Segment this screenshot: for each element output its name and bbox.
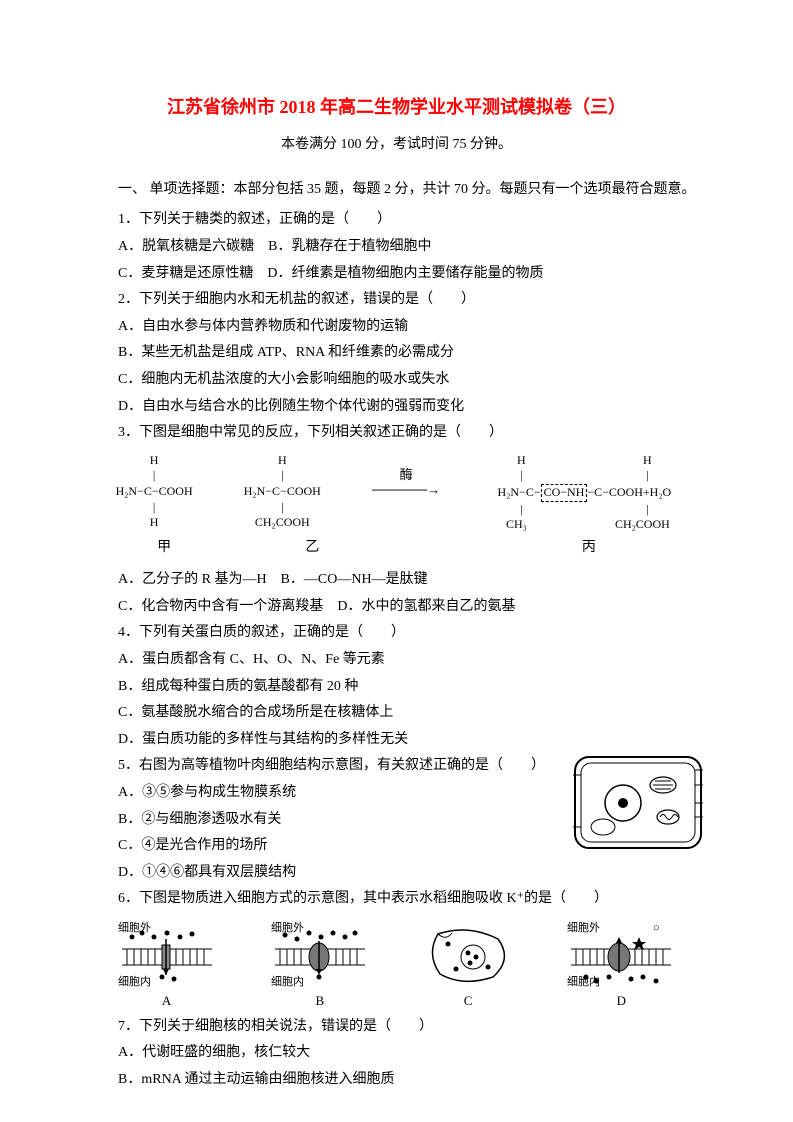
q3-bing-main: H₂N−C−CO−NH−C−COOH+H₂O bbox=[491, 484, 677, 502]
q6-label-C: C bbox=[418, 989, 518, 1014]
membrane-d-icon: 细胞外 ○ 细胞内 bbox=[561, 919, 681, 989]
q3-jia-main: H₂N−C−COOH bbox=[116, 484, 193, 500]
q6-fig-A: 细胞外 细胞内 A bbox=[112, 919, 222, 1014]
q6-label-D: D bbox=[561, 989, 681, 1014]
page-subtitle: 本卷满分 100 分，考试时间 75 分钟。 bbox=[90, 132, 703, 159]
q3-arrow-label: 酶 bbox=[372, 467, 440, 483]
q3-arrow-icon: ──────→ bbox=[372, 482, 440, 498]
q3-yi-vline1: | bbox=[244, 468, 321, 484]
q6-label-A: A bbox=[112, 989, 222, 1014]
q3-bing-main-r: −C−COOH+H₂O bbox=[587, 485, 671, 499]
q4-C: C．氨基酸脱水缩合的合成场所是在核糖体上 bbox=[90, 700, 703, 727]
q4-B: B．组成每种蛋白质的氨基酸都有 20 种 bbox=[90, 674, 703, 701]
q3-bing-top-l: H bbox=[501, 453, 541, 469]
q1-opts-1: A．脱氧核糖是六碳糖 B．乳糖存在于植物细胞中 bbox=[90, 234, 703, 261]
q7-A: A．代谢旺盛的细胞，核仁较大 bbox=[90, 1040, 703, 1067]
q3-bing-bot-l: CH₃ bbox=[491, 517, 541, 533]
svg-text:细胞内: 细胞内 bbox=[118, 974, 151, 988]
svg-text:细胞内: 细胞内 bbox=[567, 974, 600, 988]
q3-chem-bing: H H | | H₂N−C−CO−NH−C−COOH+H₂O | | CH₃ C… bbox=[491, 453, 677, 533]
q3-stem: 3．下图是细胞中常见的反应，下列相关叙述正确的是（ ） bbox=[90, 420, 703, 447]
q3-label-jia: 甲 bbox=[104, 535, 224, 562]
membrane-a-icon: 细胞外 细胞内 bbox=[112, 919, 222, 989]
q3-yi-vline2: | bbox=[244, 500, 321, 516]
q3-bing-box: CO−NH bbox=[541, 484, 588, 502]
q3-bing-top: H H bbox=[491, 453, 677, 469]
q7-B: B．mRNA 通过主动运输由细胞核进入细胞质 bbox=[90, 1067, 703, 1094]
q2-B: B．某些无机盐是组成 ATP、RNA 和纤维素的必需成分 bbox=[90, 340, 703, 367]
q3-bing-bot: CH₃ CH₂COOH bbox=[491, 517, 677, 533]
q3-chem-yi: H | H₂N−C−COOH | CH₂COOH bbox=[244, 453, 321, 531]
membrane-c-icon bbox=[418, 919, 518, 989]
q2-C: C．细胞内无机盐浓度的大小会影响细胞的吸水或失水 bbox=[90, 367, 703, 394]
svg-text:细胞外: 细胞外 bbox=[567, 921, 600, 934]
svg-text:细胞内: 细胞内 bbox=[271, 974, 304, 988]
q3-chem-jia: H | H₂N−C−COOH | H bbox=[116, 453, 193, 531]
q3-jia-vline1: | bbox=[116, 468, 193, 484]
q3-label-bing: 丙 bbox=[489, 535, 689, 562]
q7-stem: 7．下列关于细胞核的相关说法，错误的是（ ） bbox=[90, 1014, 703, 1041]
q2-A: A．自由水参与体内营养物质和代谢废物的运输 bbox=[90, 314, 703, 341]
q4-D: D．蛋白质功能的多样性与其结构的多样性无关 bbox=[90, 727, 703, 754]
q3-jia-top: H bbox=[116, 453, 193, 469]
q3-arrow: 酶 ──────→ bbox=[372, 453, 440, 498]
q6-label-B: B bbox=[265, 989, 375, 1014]
q4-stem: 4．下列有关蛋白质的叙述，正确的是（ ） bbox=[90, 620, 703, 647]
q6-fig-C: C bbox=[418, 919, 518, 1014]
page-title: 江苏省徐州市 2018 年高二生物学业水平测试模拟卷（三） bbox=[90, 90, 703, 124]
q3-bing-top-r: H bbox=[627, 453, 667, 469]
q3-CD: C．化合物丙中含有一个游离羧基 D．水中的氢都来自乙的氨基 bbox=[90, 594, 703, 621]
q6-fig-D: 细胞外 ○ 细胞内 bbox=[561, 919, 681, 1014]
q3-yi-top: H bbox=[244, 453, 321, 469]
q3-bing-bot-r: CH₂COOH bbox=[607, 517, 677, 533]
q3-figure-labels: 甲 乙 丙 bbox=[90, 535, 703, 562]
q3-jia-bot: H bbox=[116, 515, 193, 531]
svg-text:○: ○ bbox=[653, 922, 660, 934]
q3-bing-vlines-bot: | | bbox=[491, 502, 677, 518]
q4-A: A．蛋白质都含有 C、H、O、N、Fe 等元素 bbox=[90, 647, 703, 674]
svg-text:细胞外: 细胞外 bbox=[118, 921, 151, 934]
q2-stem: 2．下列关于细胞内水和无机盐的叙述，错误的是（ ） bbox=[90, 287, 703, 314]
q1-stem: 1．下列关于糖类的叙述，正确的是（ ） bbox=[90, 207, 703, 234]
q6-fig-B: 细胞外 细胞内 B bbox=[265, 919, 375, 1014]
q3-label-yi: 乙 bbox=[252, 535, 372, 562]
exam-page: 江苏省徐州市 2018 年高二生物学业水平测试模拟卷（三） 本卷满分 100 分… bbox=[0, 0, 793, 1122]
q6-stem: 6．下图是物质进入细胞方式的示意图，其中表示水稻细胞吸收 K⁺的是（ ） bbox=[90, 886, 703, 913]
q3-yi-main: H₂N−C−COOH bbox=[244, 484, 321, 500]
q5-cell-figure: ① ② ③ ④ ⑤ ⑥ bbox=[573, 755, 703, 861]
q3-figure-row: H | H₂N−C−COOH | H H | H₂N−C−COOH | CH₂C… bbox=[90, 453, 703, 533]
q3-bing-vlines-top: | | bbox=[491, 468, 677, 484]
cell-diagram-icon: ① ② ③ ④ ⑤ ⑥ bbox=[573, 755, 703, 850]
q6-figure-row: 细胞外 细胞内 A bbox=[90, 919, 703, 1014]
q2-D: D．自由水与结合水的比例随生物个体代谢的强弱而变化 bbox=[90, 394, 703, 421]
q5-D: D．①④⑥都具有双层膜结构 bbox=[90, 860, 703, 887]
svg-text:细胞外: 细胞外 bbox=[271, 921, 304, 934]
section-1-intro: 一、 单项选择题：本部分包括 35 题，每题 2 分，共计 70 分。每题只有一… bbox=[90, 177, 703, 204]
q3-jia-vline2: | bbox=[116, 500, 193, 516]
q3-yi-bot: CH₂COOH bbox=[244, 515, 321, 531]
membrane-b-icon: 细胞外 细胞内 bbox=[265, 919, 375, 989]
q3-AB: A．乙分子的 R 基为—H B．—CO—NH—是肽键 bbox=[90, 567, 703, 594]
q3-bing-main-l: H₂N−C− bbox=[498, 485, 541, 499]
q1-opts-2: C．麦芽糖是还原性糖 D．纤维素是植物细胞内主要储存能量的物质 bbox=[90, 261, 703, 288]
